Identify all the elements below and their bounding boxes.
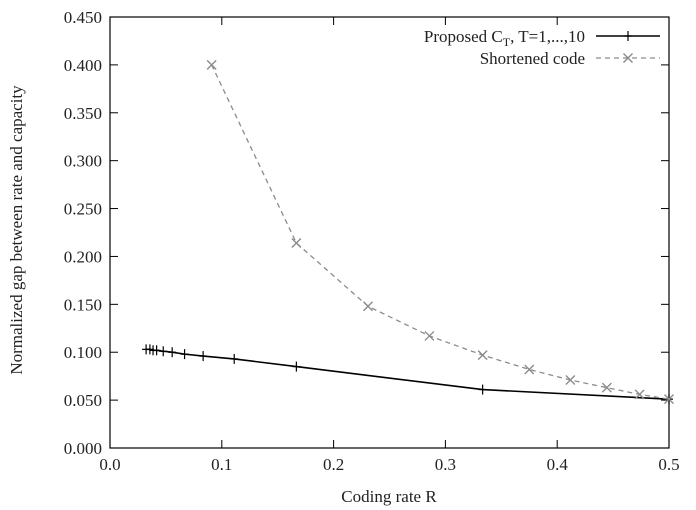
y-axis-title: Normalized gap between rate and capacity bbox=[7, 85, 26, 375]
data-point-marker bbox=[424, 330, 435, 341]
x-tick-label: 0.2 bbox=[323, 455, 344, 474]
data-point-marker bbox=[477, 350, 488, 361]
data-point bbox=[477, 350, 488, 361]
series-shortened bbox=[206, 59, 674, 405]
data-point-marker bbox=[524, 364, 535, 375]
data-point-marker bbox=[601, 382, 612, 393]
data-point-marker bbox=[206, 59, 217, 70]
data-point bbox=[206, 59, 217, 70]
legend-marker-shortened bbox=[623, 53, 633, 63]
y-tick-label: 0.150 bbox=[64, 295, 102, 314]
data-point-marker bbox=[363, 301, 374, 312]
data-point-marker bbox=[565, 375, 576, 385]
series-layer bbox=[142, 59, 674, 405]
data-point bbox=[291, 238, 302, 249]
series-proposed bbox=[142, 344, 673, 405]
data-point bbox=[292, 361, 301, 372]
data-point bbox=[565, 375, 576, 385]
y-tick-label: 0.100 bbox=[64, 343, 102, 362]
data-point-marker bbox=[291, 238, 302, 249]
data-point bbox=[601, 382, 612, 393]
x-tick-label: 0.4 bbox=[547, 455, 569, 474]
y-tick-label: 0.250 bbox=[64, 200, 102, 219]
y-tick-label: 0.050 bbox=[64, 391, 102, 410]
y-tick-label: 0.350 bbox=[64, 104, 102, 123]
x-tick-label: 0.3 bbox=[435, 455, 456, 474]
data-point bbox=[168, 347, 177, 358]
axes: 0.0 0.1 0.2 0.3 0.4 0.5 0.000 0.050 0.100 0.150 0.… bbox=[64, 8, 680, 474]
series-line bbox=[146, 348, 670, 400]
data-point bbox=[524, 364, 535, 375]
data-point-marker bbox=[634, 389, 645, 400]
y-tick-label: 0.200 bbox=[64, 247, 102, 266]
legend-label-shortened: Shortened code bbox=[480, 49, 585, 68]
y-tick-label: 0.450 bbox=[64, 8, 102, 27]
x-axis-title: Coding rate R bbox=[341, 487, 437, 506]
data-point-marker bbox=[664, 394, 674, 405]
data-point bbox=[634, 389, 645, 400]
x-tick-label: 0.0 bbox=[99, 455, 120, 474]
y-tick-label: 0.400 bbox=[64, 56, 102, 75]
data-point bbox=[159, 346, 168, 357]
data-point bbox=[180, 349, 189, 360]
plot-frame bbox=[109, 16, 670, 449]
y-tick-label: 0.300 bbox=[64, 152, 102, 171]
data-point bbox=[424, 330, 435, 341]
legend-label-proposed: Proposed CT, T=1,...,10 bbox=[424, 27, 585, 49]
data-point bbox=[199, 351, 208, 362]
x-tick-label: 0.5 bbox=[658, 455, 679, 474]
data-point bbox=[478, 384, 487, 395]
data-point bbox=[363, 301, 374, 312]
data-point bbox=[664, 394, 674, 405]
data-point bbox=[230, 353, 239, 364]
y-tick-label: 0.000 bbox=[64, 439, 102, 458]
x-tick-label: 0.1 bbox=[211, 455, 232, 474]
series-line bbox=[211, 64, 670, 400]
data-point bbox=[152, 345, 161, 356]
